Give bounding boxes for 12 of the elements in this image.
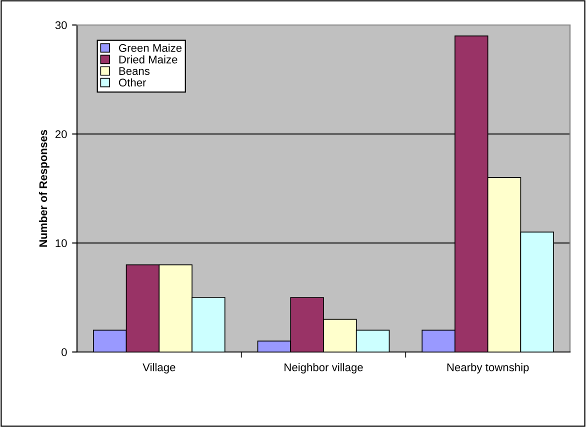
x-tick-label: Neighbor village	[284, 363, 363, 374]
legend-label: Dried Maize	[119, 55, 178, 64]
x-tick-label: Nearby township	[447, 363, 529, 374]
y-tick-label: 0	[62, 348, 67, 356]
y-tick-label: 30	[55, 21, 67, 30]
legend-label: Green Maize	[119, 44, 182, 52]
x-tick-label: Village	[142, 363, 176, 374]
y-tick-label: 10	[56, 239, 67, 248]
legend-label: Beans	[119, 67, 150, 75]
legend-label: Other	[118, 78, 146, 87]
y-axis-title: Number of Responses	[39, 130, 50, 247]
y-tick-label: 20	[55, 130, 67, 138]
